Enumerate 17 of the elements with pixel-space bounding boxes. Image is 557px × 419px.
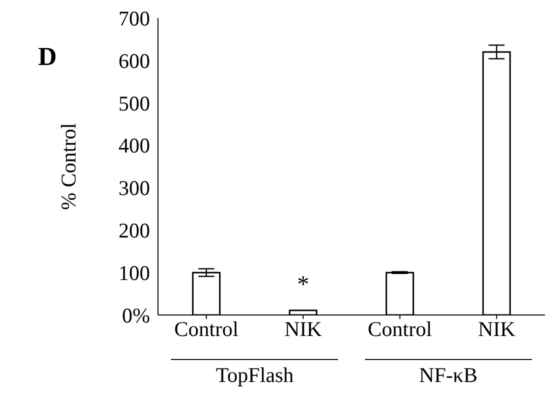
y-tick-label: 400 xyxy=(118,134,150,158)
y-tick-label: 100 xyxy=(118,261,150,286)
y-tick-label: 300 xyxy=(118,176,150,200)
text: D xyxy=(38,42,57,72)
y-tick-label: 600 xyxy=(118,48,150,73)
text: TopFlash xyxy=(214,363,295,388)
y-tick-label: 500 xyxy=(118,91,150,116)
x-tick-label: NIK xyxy=(284,316,322,341)
x-tick-label: NIK xyxy=(478,316,516,341)
annotation: * xyxy=(296,272,310,300)
x-tick-label: Control xyxy=(368,316,432,341)
y-axis-title: % Control xyxy=(56,122,80,210)
text: NF-κB xyxy=(418,363,478,388)
y-tick-label: 0% xyxy=(122,303,150,328)
y-tick-label: 700 xyxy=(118,6,150,30)
x-tick-label: Control xyxy=(174,316,239,341)
y-tick-label: 200 xyxy=(118,218,150,243)
